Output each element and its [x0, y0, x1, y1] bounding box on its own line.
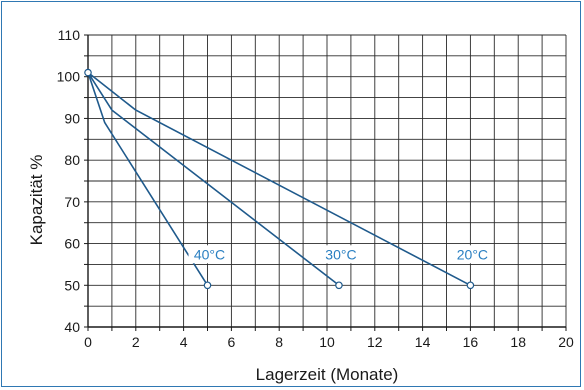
x-tick-label: 20: [558, 334, 574, 350]
y-tick-label: 100: [57, 69, 81, 85]
y-tick-label: 110: [58, 27, 81, 43]
axis-layer: [84, 34, 567, 331]
series-label-background: [188, 245, 229, 264]
series-line-30c: [87, 72, 340, 286]
y-tick-label: 60: [64, 236, 80, 252]
series-label-background: [451, 245, 492, 264]
x-tick-label: 10: [319, 334, 335, 350]
y-axis-title: Kapazität %: [27, 155, 46, 246]
x-tick-label: 4: [180, 334, 188, 350]
y-tick-label: 90: [64, 110, 80, 126]
grid-layer: [87, 34, 567, 328]
x-tick-label: 14: [415, 334, 431, 350]
x-tick-label: 18: [510, 334, 526, 350]
x-tick-label: 0: [84, 334, 92, 350]
tick-label-layer: 0 2 4 6 8 10 12 14 16 18 20 40 50 60 70 80 90 100 110: [57, 27, 574, 350]
series-label: 30°C: [325, 246, 356, 262]
series-layer: [84, 68, 475, 290]
x-tick-label: 2: [132, 334, 140, 350]
y-tick-label: 70: [64, 194, 80, 210]
y-tick-label: 80: [64, 152, 80, 168]
x-tick-label: 8: [275, 334, 283, 350]
series-line-40c: [87, 72, 209, 286]
series-label: 20°C: [457, 246, 488, 262]
series-label-background: [319, 245, 360, 264]
x-axis-title: Lagerzeit (Monate): [256, 365, 399, 384]
series-label-layer: 40°C 30°C 20°C: [188, 245, 492, 264]
series-end-marker: [335, 281, 343, 290]
x-tick-label: 16: [463, 334, 479, 350]
x-tick-label: 12: [367, 334, 383, 350]
series-start-marker: [84, 68, 92, 77]
series-label: 40°C: [194, 246, 225, 262]
y-tick-label: 40: [64, 319, 80, 335]
series-end-marker: [466, 281, 475, 290]
series-end-marker: [203, 281, 212, 290]
series-line-20c: [87, 71, 471, 286]
x-tick-label: 6: [228, 334, 236, 350]
y-tick-label: 50: [64, 277, 80, 293]
